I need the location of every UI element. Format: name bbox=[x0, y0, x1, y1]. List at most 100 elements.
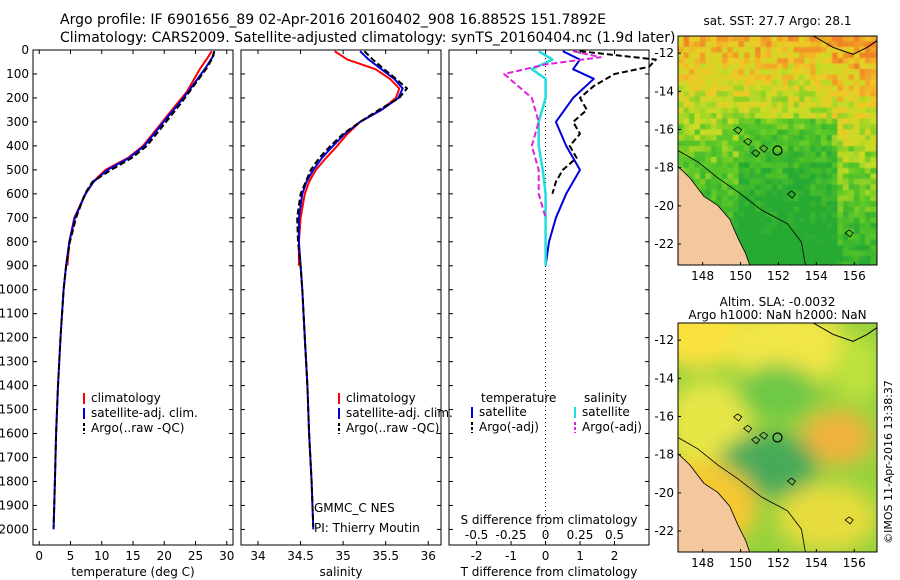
sst-pixel bbox=[854, 206, 860, 213]
sst-pixel bbox=[848, 74, 855, 81]
sla-anomaly-blob bbox=[801, 410, 874, 465]
sst-pixel bbox=[771, 47, 778, 53]
sst-pixel bbox=[793, 162, 800, 169]
sst-pixel bbox=[722, 118, 728, 125]
sst-pixel bbox=[848, 140, 855, 147]
sst-pixel bbox=[788, 80, 794, 86]
sst-pixel bbox=[815, 41, 822, 48]
sst-pixel bbox=[782, 146, 789, 152]
lon-tick-label: 150 bbox=[729, 556, 752, 570]
figure-title-line1: Argo profile: IF 6901656_89 02-Apr-2016 … bbox=[60, 12, 606, 28]
sst-pixel bbox=[826, 69, 833, 75]
sst-pixel bbox=[826, 228, 833, 235]
sst-pixel bbox=[859, 135, 866, 141]
series-line-temperature-argo-adj- bbox=[551, 50, 657, 195]
sst-pixel bbox=[716, 52, 723, 59]
sst-pixel bbox=[766, 217, 772, 224]
sst-pixel bbox=[821, 113, 827, 119]
sst-pixel bbox=[859, 195, 866, 202]
sst-pixel bbox=[738, 63, 745, 70]
sst-pixel bbox=[722, 151, 728, 158]
sst-pixel bbox=[848, 47, 855, 53]
sst-pixel bbox=[804, 146, 811, 152]
reef-outline bbox=[750, 436, 761, 445]
sst-pixel bbox=[766, 201, 772, 207]
sst-pixel bbox=[804, 212, 811, 218]
sst-pixel bbox=[694, 41, 701, 48]
x-tick-label: -2 bbox=[471, 549, 483, 563]
sst-pixel bbox=[689, 113, 695, 119]
sst-pixel bbox=[733, 179, 739, 185]
sst-pixel bbox=[694, 173, 701, 180]
sst-pixel bbox=[810, 245, 816, 251]
sst-pixel bbox=[733, 201, 739, 207]
sst-pixel bbox=[859, 63, 866, 70]
sst-pixel bbox=[705, 124, 712, 130]
sst-pixel bbox=[815, 69, 822, 75]
sst-pixel bbox=[810, 201, 816, 207]
sst-pixel bbox=[810, 184, 816, 191]
sst-pixel bbox=[738, 74, 745, 81]
sst-pixel bbox=[793, 107, 800, 114]
sst-pixel bbox=[793, 36, 800, 42]
sst-pixel bbox=[727, 96, 734, 103]
northern-coastline bbox=[813, 36, 877, 55]
sst-pixel bbox=[826, 96, 833, 103]
sst-pixel bbox=[832, 91, 838, 97]
sst-pixel bbox=[843, 239, 849, 246]
y-tick-label: 900 bbox=[6, 259, 29, 273]
sst-pixel bbox=[859, 52, 866, 59]
sst-pixel bbox=[689, 151, 695, 158]
sst-pixel bbox=[832, 58, 838, 64]
sst-pixel bbox=[782, 36, 789, 42]
sst-pixel bbox=[788, 184, 794, 191]
sst-pixel bbox=[738, 212, 745, 218]
sst-pixel bbox=[810, 234, 816, 240]
sst-map: -12 -14 -16 -18 -20 -22 148 150 152 154 156 sat. SS… bbox=[654, 14, 878, 283]
sst-pixel bbox=[799, 96, 805, 103]
sst-pixel bbox=[700, 124, 706, 130]
sst-pixel bbox=[788, 206, 794, 213]
sst-pixel bbox=[826, 129, 833, 136]
sst-pixel bbox=[815, 146, 822, 152]
sst-pixel bbox=[727, 157, 734, 163]
lat-tick-label: -14 bbox=[654, 371, 674, 385]
land-mass bbox=[678, 452, 751, 552]
sst-pixel bbox=[793, 146, 800, 152]
sst-pixel bbox=[683, 74, 690, 81]
sst-pixel bbox=[683, 140, 690, 147]
sst-pixel bbox=[716, 41, 723, 48]
sst-pixel bbox=[755, 146, 761, 152]
sst-pixel bbox=[683, 113, 690, 119]
sst-pixel bbox=[716, 195, 723, 202]
sst-pixel bbox=[760, 118, 767, 125]
sst-pixel bbox=[700, 58, 706, 64]
sst-pixel bbox=[727, 107, 734, 114]
sst-pixel bbox=[716, 91, 723, 97]
sst-pixel bbox=[678, 162, 684, 169]
sst-pixel bbox=[826, 146, 833, 152]
sla-anomaly-blob bbox=[833, 334, 877, 404]
sst-pixel bbox=[689, 41, 695, 48]
sst-pixel bbox=[848, 168, 855, 174]
sst-pixel bbox=[744, 85, 750, 92]
sst-pixel bbox=[777, 190, 783, 196]
sst-pixel bbox=[760, 206, 767, 213]
sst-pixel bbox=[733, 74, 739, 81]
sst-pixel bbox=[870, 201, 877, 207]
sst-pixel bbox=[843, 212, 849, 218]
sst-pixel bbox=[788, 74, 794, 81]
sst-pixel bbox=[782, 63, 789, 70]
sst-pixel bbox=[711, 41, 717, 48]
sst-pixel bbox=[859, 124, 866, 130]
sst-pixel bbox=[854, 173, 860, 180]
sst-pixel bbox=[738, 96, 745, 103]
sst-pixel bbox=[694, 63, 701, 70]
sst-pixel bbox=[760, 184, 767, 191]
sst-pixel bbox=[733, 80, 739, 86]
sst-pixel bbox=[837, 217, 844, 224]
sst-pixel bbox=[843, 124, 849, 130]
sst-pixel bbox=[788, 151, 794, 158]
sst-pixel bbox=[859, 96, 866, 103]
sst-pixel bbox=[859, 36, 866, 42]
